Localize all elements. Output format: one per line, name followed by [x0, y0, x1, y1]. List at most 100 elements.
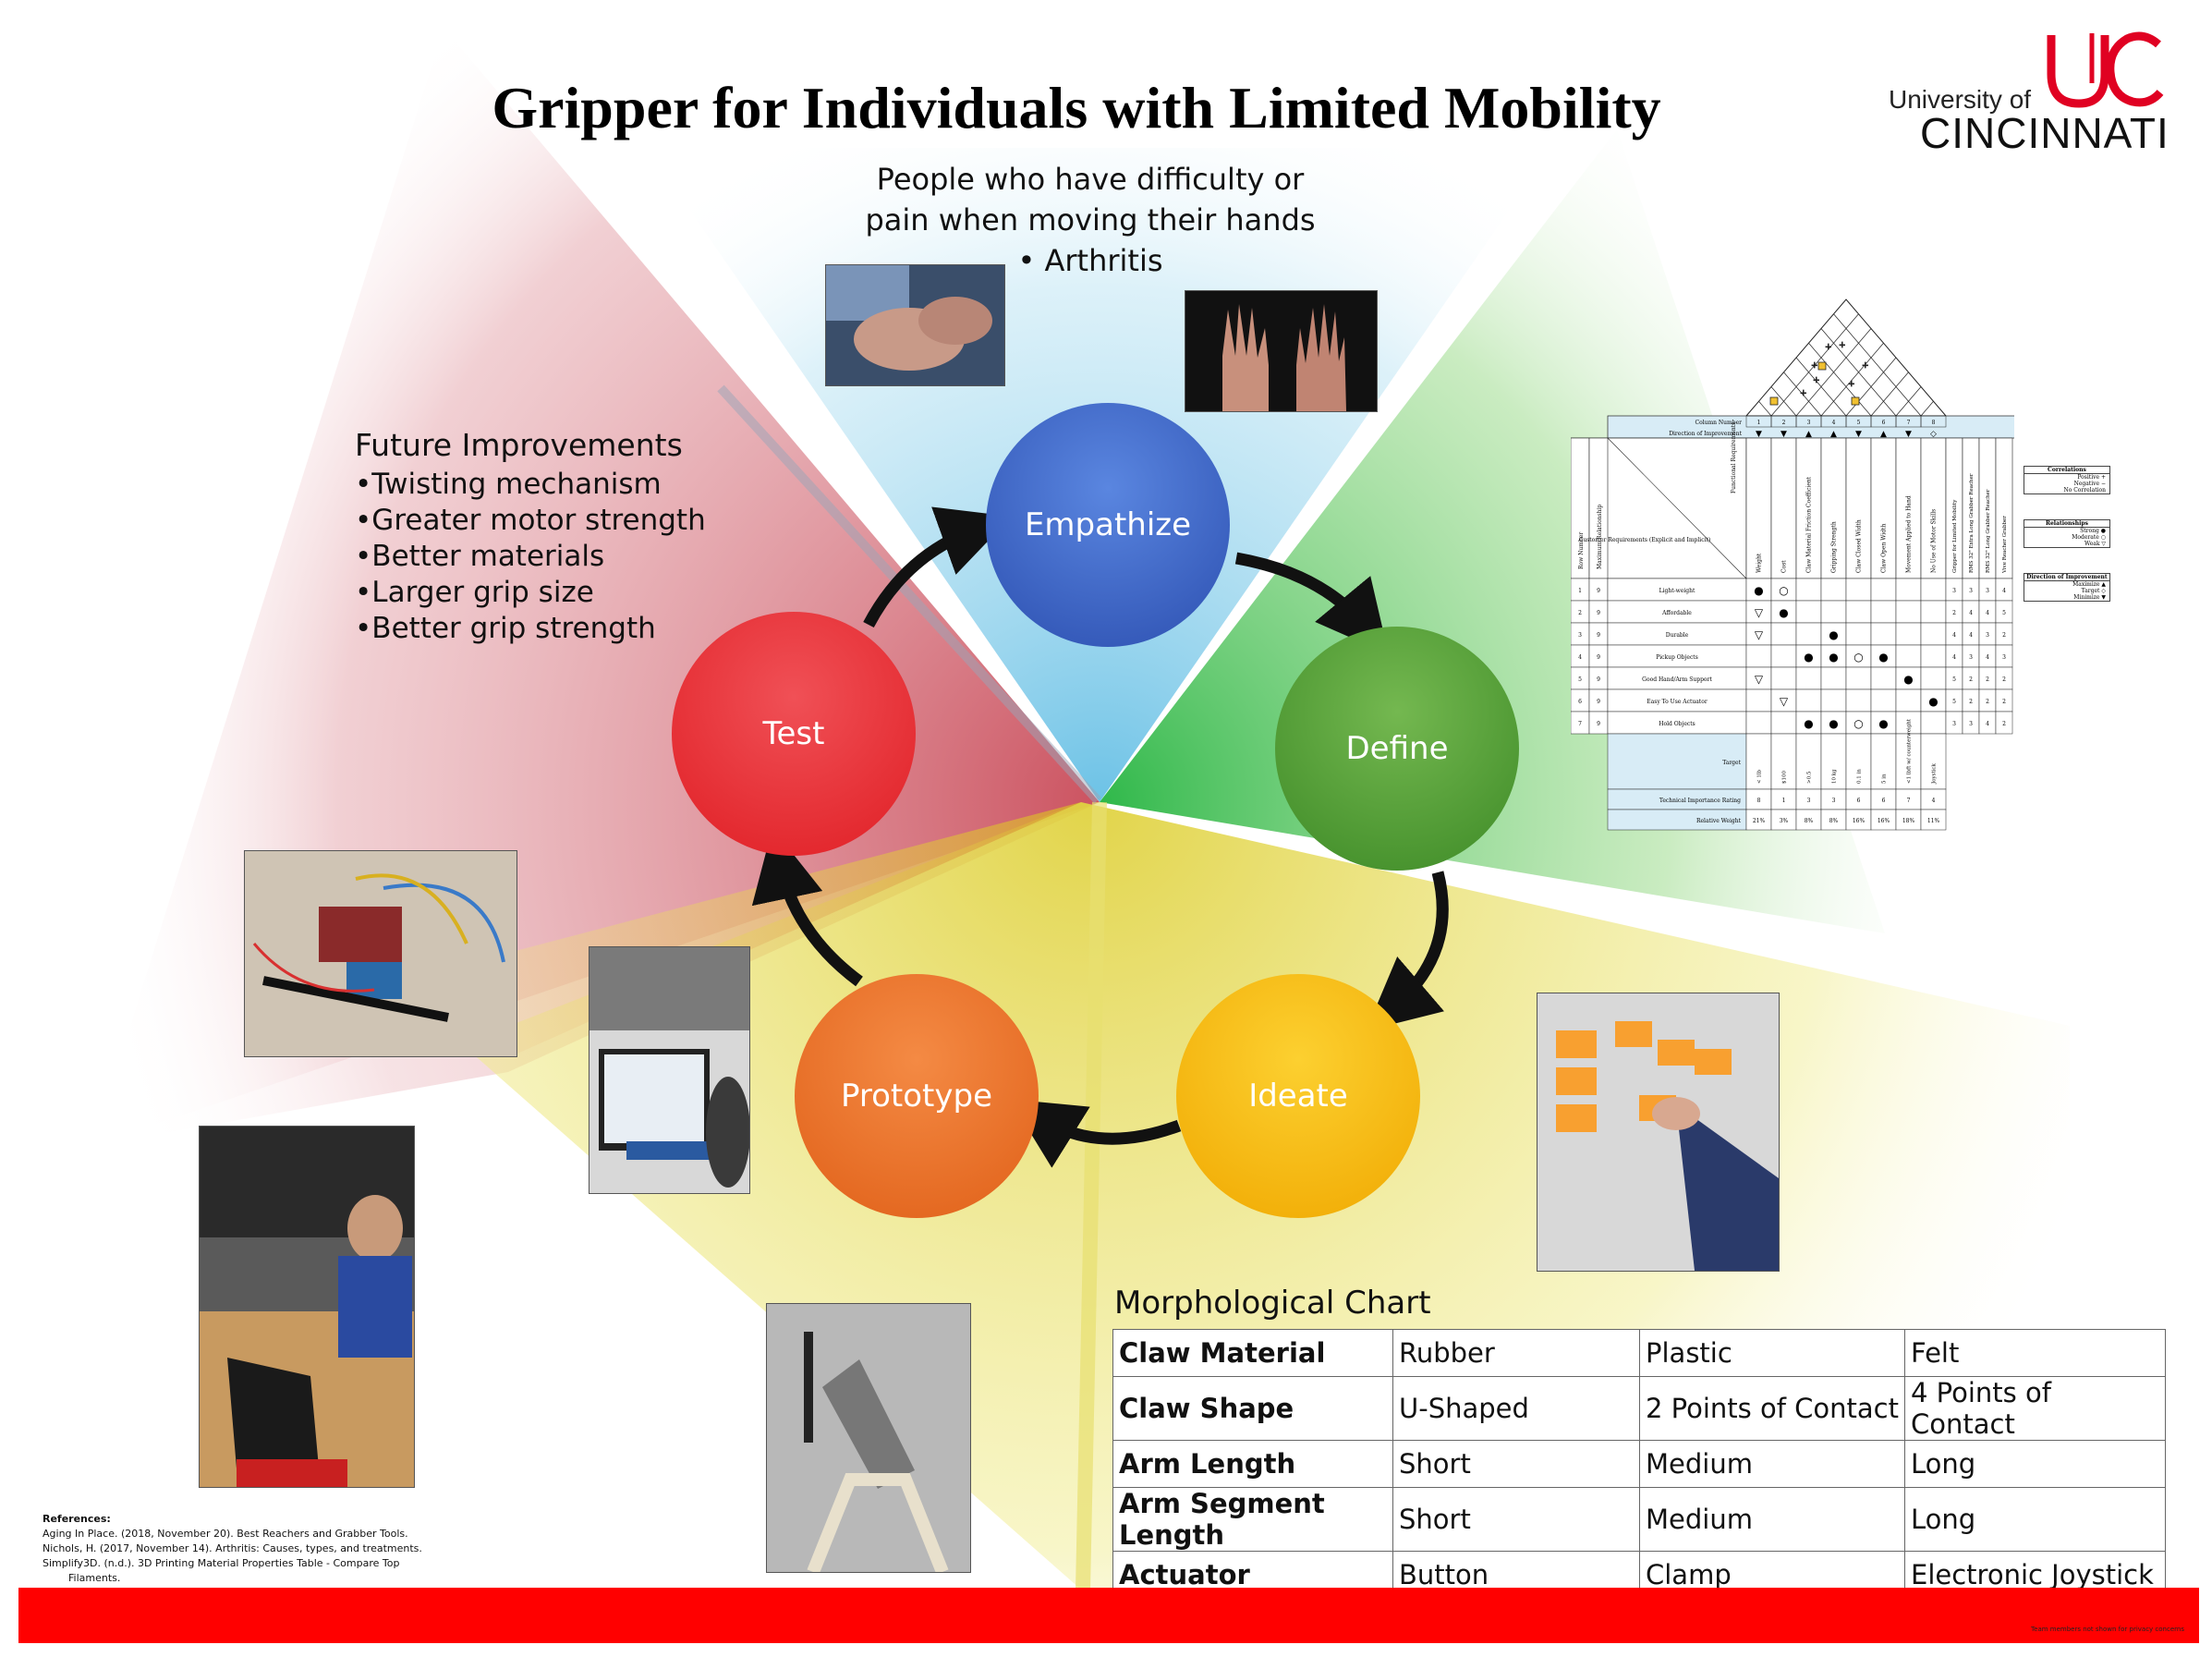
table-row: Claw Shape U-Shaped 2 Points of Contact 4 P… — [1112, 1376, 2166, 1441]
hoq-column-label: Gripping Strength — [1831, 521, 1838, 573]
hoq-customer-label: Customer Requirements (Explicit and Impl… — [1579, 537, 1711, 543]
hoq-competitor-label: RMS 32" Extra Long Grabber Reacher — [1969, 473, 1975, 573]
hoq-competitor-score: 2 — [1952, 610, 1956, 616]
future-item: •Larger grip size — [355, 576, 594, 609]
hoq-column-label: Claw Closed Width — [1856, 519, 1863, 573]
hoq-competitor-score: 3 — [1969, 654, 1973, 661]
audience-line-1: People who have difficulty or — [876, 162, 1305, 197]
photo-prototype-parts — [766, 1303, 971, 1573]
audience-description: People who have difficulty or pain when … — [859, 159, 1321, 281]
hoq-competitor-score: 5 — [1952, 676, 1956, 683]
hoq-roof-mark: + — [1813, 376, 1820, 385]
hoq-row-max: 9 — [1597, 654, 1600, 661]
hoq-relationship-mark: ● — [1829, 717, 1838, 730]
hoq-direction-mark: ▲ — [1830, 430, 1837, 439]
hoq-target-value: 0.1 in — [1857, 769, 1863, 784]
stage-test: Test — [672, 612, 916, 856]
hoq-competitor-score: 2 — [2002, 699, 2006, 705]
logo-university-text: University of — [1889, 85, 2032, 114]
footer-bar — [18, 1588, 2199, 1643]
hoq-relationship-mark: ● — [1779, 606, 1788, 619]
hoq-column-number: 7 — [1907, 420, 1911, 426]
future-item: •Better grip strength — [355, 612, 656, 645]
future-item: •Greater motor strength — [355, 504, 706, 537]
arrow-define-ideate — [1366, 871, 1449, 1031]
hoq-relationship-mark: ▽ — [1755, 673, 1764, 686]
hoq-row-number: 1 — [1578, 588, 1582, 594]
hoq-direction-mark: ▼ — [1855, 430, 1862, 439]
hoq-legend-correlations: Correlations Positive + Negative − No Co… — [2024, 466, 2110, 494]
hoq-requirement: Hold Objects — [1659, 721, 1695, 727]
hoq-weight-value: 16% — [1853, 818, 1866, 824]
hoq-competitor-score: 2 — [1986, 699, 1989, 705]
hoq-competitor-score: 2 — [2002, 721, 2006, 727]
hoq-column-number: 4 — [1832, 420, 1836, 426]
hoq-direction-label: Direction of Improvement — [1669, 431, 1742, 437]
hoq-row-max: 9 — [1597, 588, 1600, 594]
hoq-importance-value: 6 — [1882, 798, 1886, 804]
hoq-requirement: Easy To Use Actuator — [1647, 699, 1708, 705]
future-improvements: Future Improvements •Twisting mechanism … — [355, 427, 706, 647]
hoq-direction-mark: ▲ — [1805, 430, 1812, 439]
reference-item: Filaments. — [68, 1572, 121, 1584]
hoq-target-label: Target — [1722, 760, 1741, 766]
photo-team-laptop — [199, 1126, 415, 1488]
hoq-requirement: Light-weight — [1659, 588, 1695, 594]
stage-define: Define — [1275, 627, 1519, 871]
hoq-row-number: 5 — [1578, 676, 1582, 683]
stage-prototype: Prototype — [795, 974, 1039, 1218]
audience-bullet-text: Arthritis — [1044, 243, 1163, 278]
hoq-weight-value: 11% — [1927, 818, 1940, 824]
hoq-weight-value: 8% — [1805, 818, 1814, 824]
hoq-competitor-score: 4 — [1986, 610, 1989, 616]
hoq-competitor-score: 4 — [1969, 610, 1973, 616]
house-of-quality: + + + + + + + Column Number Direction of Improv… — [1571, 299, 2014, 831]
hoq-target-value: $100 — [1782, 771, 1788, 784]
logo-cincinnati-text: CINCINNATI — [1920, 109, 2169, 157]
table-row: Arm Length Short Medium Long — [1112, 1440, 2166, 1488]
hoq-roof-highlight — [1851, 396, 1860, 406]
stage-empathize: Empathize — [986, 403, 1230, 647]
references-title: References: — [43, 1513, 111, 1525]
hoq-row-number-label: Row Number — [1578, 532, 1585, 569]
hoq-competitor-score: 5 — [2002, 610, 2006, 616]
hoq-competitor-score: 4 — [1969, 632, 1973, 639]
hoq-weight-value: 3% — [1780, 818, 1789, 824]
hoq-target-value: <1 lbft w/ counterweight — [1907, 718, 1913, 784]
hoq-roof: + + + + + + + — [1744, 299, 1948, 417]
hoq-column-number: 6 — [1882, 420, 1886, 426]
hoq-column-label: No Use of Motor Skills — [1931, 509, 1938, 573]
hoq-weight-value: 16% — [1878, 818, 1890, 824]
hoq-importance-value: 3 — [1832, 798, 1836, 804]
hoq-roof-mark: + — [1825, 343, 1832, 352]
hoq-target-value: < 1lb — [1757, 769, 1763, 784]
hoq-row-number: 6 — [1578, 699, 1582, 705]
hoq-legend-direction: Direction of Improvement Maximize ▲ Targ… — [2024, 573, 2110, 602]
hoq-row-number: 2 — [1578, 610, 1582, 616]
hoq-direction-mark: ▼ — [1756, 430, 1762, 439]
arrow-prototype-test — [751, 827, 863, 987]
university-logo — [1885, 28, 2190, 157]
hoq-importance-value: 7 — [1907, 798, 1911, 804]
hoq-roof-mark: + — [1811, 361, 1818, 371]
arrow-test-empathize — [863, 506, 1012, 628]
arrow-empathize-define — [1234, 552, 1389, 655]
privacy-note: Team members not shown for privacy conce… — [2031, 1626, 2184, 1633]
hoq-requirement: Good Hand/Arm Support — [1642, 676, 1712, 683]
hoq-relationship-mark: ● — [1754, 584, 1763, 597]
hoq-competitor-score: 4 — [1952, 654, 1956, 661]
hoq-relationship-mark: ● — [1903, 673, 1913, 686]
hoq-relationship-mark: ○ — [1853, 717, 1863, 730]
poster-title: Gripper for Individuals with Limited Mob… — [492, 75, 1661, 140]
hoq-competitor-score: 4 — [1986, 721, 1989, 727]
hoq-competitor-score: 2 — [1969, 676, 1973, 683]
future-item: •Better materials — [355, 540, 605, 573]
hoq-importance-label: Technical Importance Rating — [1659, 798, 1741, 804]
hoq-relationship-mark: ● — [1878, 717, 1888, 730]
hoq-competitor-label: RMS 32" Long Grabber Reacher — [1986, 489, 1991, 573]
hoq-relationship-mark: ● — [1878, 651, 1888, 664]
hoq-relationship-mark: ▽ — [1780, 695, 1789, 708]
hoq-relationship-mark: ● — [1829, 651, 1838, 664]
hoq-requirement: Affordable — [1661, 610, 1692, 616]
hoq-legend-relationships: Relationships Strong ● Moderate ○ Weak ▽ — [2024, 519, 2110, 548]
